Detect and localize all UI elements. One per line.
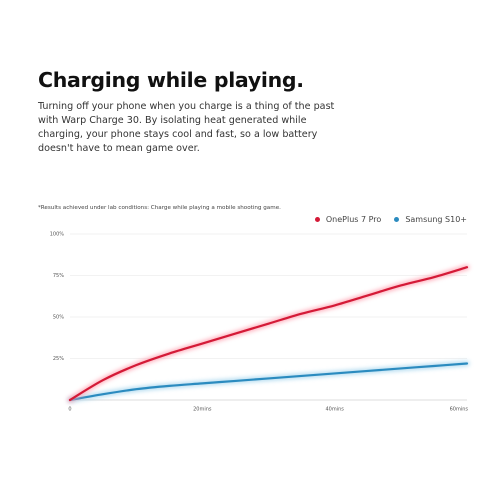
chart-legend: OnePlus 7 Pro Samsung S10+: [314, 215, 467, 224]
x-tick-label: 60mins: [450, 407, 469, 413]
x-tick-label: 20mins: [193, 407, 212, 413]
description-line: doesn't have to mean game over.: [38, 142, 200, 154]
oneplus-series-line: [68, 266, 469, 402]
description-line: charging, your phone stays cool and fast…: [38, 128, 318, 140]
chart-grid: [70, 233, 467, 401]
y-tick-label: 75%: [53, 273, 64, 279]
x-tick-label: 0: [68, 407, 71, 413]
page-title: Charging while playing.: [38, 68, 304, 92]
chart-axes: 25% 50% 75% 100% 0 20mins 40mins 60mins: [50, 232, 469, 413]
description-line: with Warp Charge 30. By isolating heat g…: [38, 114, 307, 126]
legend-item-oneplus: OnePlus 7 Pro: [314, 215, 382, 224]
chart-series: [67, 264, 470, 403]
legend-label-oneplus: OnePlus 7 Pro: [325, 215, 382, 224]
description: Turning off your phone when you charge i…: [38, 100, 458, 156]
legend-item-samsung: Samsung S10+: [394, 215, 467, 224]
samsung-series-line: [68, 362, 469, 402]
oneplus-dot-icon: [314, 217, 320, 222]
y-tick-label: 50%: [53, 315, 64, 321]
y-tick-label: 100%: [50, 232, 65, 238]
samsung-dot-icon: [394, 217, 400, 222]
x-tick-label: 40mins: [325, 407, 344, 413]
description-line: Turning off your phone when you charge i…: [38, 101, 335, 112]
y-tick-label: 25%: [53, 356, 64, 362]
lab-conditions-note: *Results achieved under lab conditions: …: [38, 205, 281, 211]
legend-label-samsung: Samsung S10+: [405, 215, 467, 224]
